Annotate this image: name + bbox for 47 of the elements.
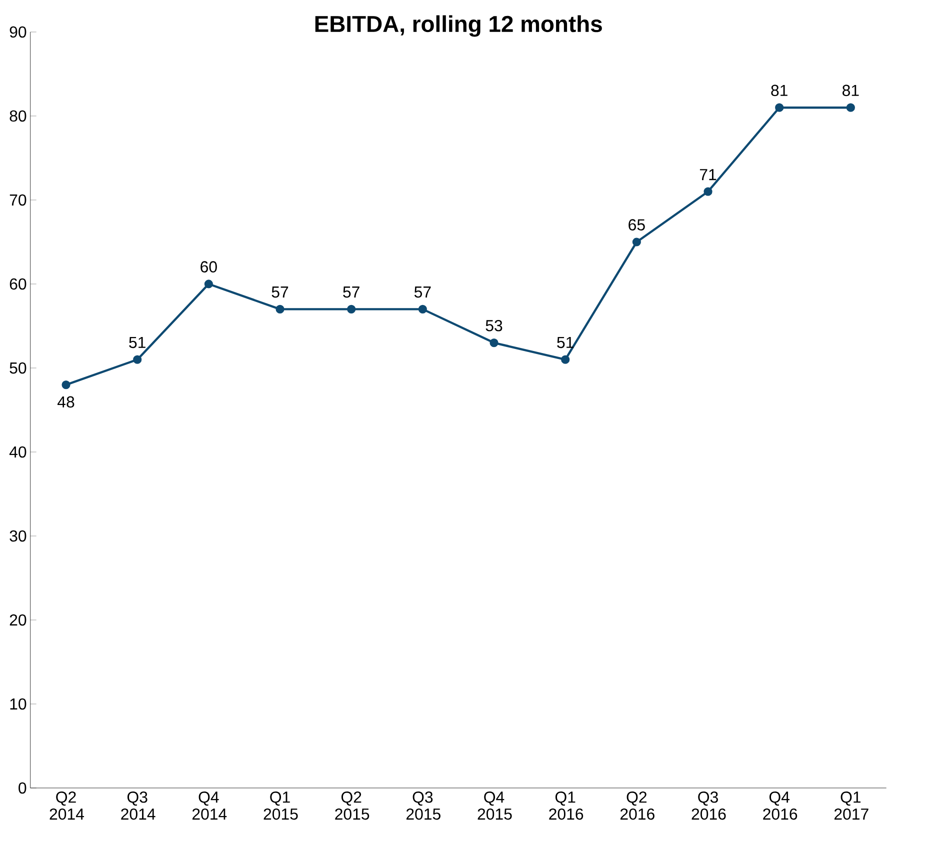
data-label: 57 xyxy=(414,286,431,298)
y-tick-label: 10 xyxy=(10,698,26,710)
x-tick-label: Q4 2014 xyxy=(192,792,227,820)
point xyxy=(561,355,570,364)
point xyxy=(276,304,284,314)
point xyxy=(133,355,142,364)
y-tick-label: 50 xyxy=(10,362,26,374)
data-label: 71 xyxy=(700,169,716,180)
point xyxy=(490,338,498,348)
data-label: 48 xyxy=(58,396,74,408)
x-tick-label: Q3 2015 xyxy=(406,792,440,820)
data-label: 57 xyxy=(343,286,360,298)
data-label: 51 xyxy=(557,336,574,348)
data-label: 65 xyxy=(628,219,645,230)
x-tick-label: Q1 2015 xyxy=(264,792,298,820)
x-tick-label: Q1 2016 xyxy=(549,792,584,820)
point xyxy=(632,238,641,246)
data-label: 81 xyxy=(842,84,859,96)
point xyxy=(62,380,70,390)
data-label: 60 xyxy=(200,261,217,272)
point xyxy=(846,103,855,112)
x-tick-label: Q4 2015 xyxy=(478,792,512,820)
y-tick-label: 90 xyxy=(10,26,26,38)
x-tick-label: Q3 2014 xyxy=(121,792,156,820)
data-label: 51 xyxy=(129,336,146,348)
y-tick-label: 30 xyxy=(10,530,26,542)
point xyxy=(775,103,784,112)
y-tick-label: 80 xyxy=(10,110,26,122)
point xyxy=(704,187,712,196)
y-tick-label: 70 xyxy=(10,194,26,206)
x-tick-label: Q2 2016 xyxy=(620,792,654,820)
point xyxy=(418,304,427,314)
x-tick-label: Q4 2016 xyxy=(763,792,798,820)
chart-title: EBITDA, rolling 12 months xyxy=(315,15,602,37)
y-tick-label: 60 xyxy=(10,278,26,290)
x-tick-label: Q2 2015 xyxy=(335,792,370,820)
data-label: 57 xyxy=(272,286,288,298)
x-tick-label: Q2 2014 xyxy=(50,792,84,820)
point xyxy=(347,304,356,314)
data-label: 53 xyxy=(486,320,502,332)
data-label: 81 xyxy=(771,84,788,96)
y-tick-label: 0 xyxy=(18,782,26,794)
x-tick-label: Q1 2017 xyxy=(834,792,868,820)
y-tick-label: 40 xyxy=(9,446,26,458)
y-tick-label: 20 xyxy=(10,614,26,626)
x-tick-label: Q3 2016 xyxy=(692,792,726,820)
point xyxy=(204,280,213,288)
